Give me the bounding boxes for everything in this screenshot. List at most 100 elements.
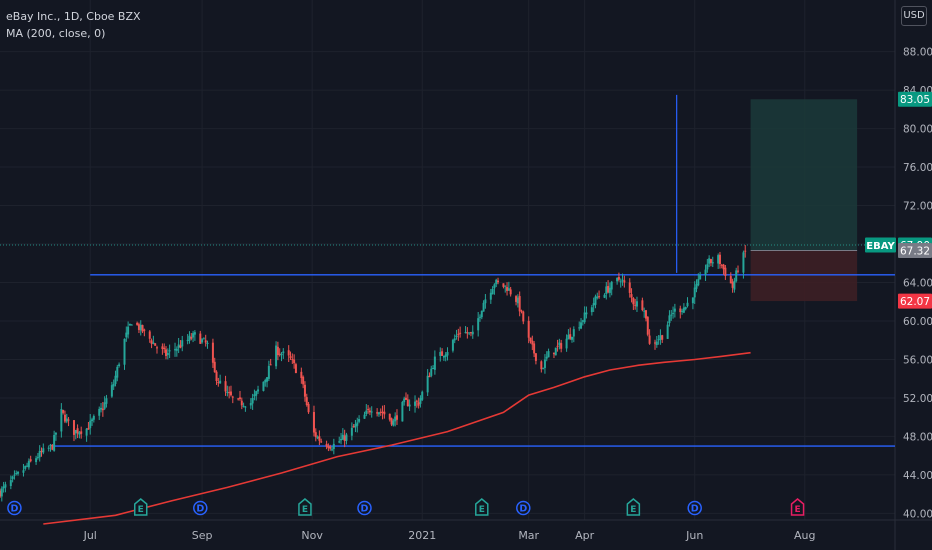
candle-body — [345, 434, 348, 441]
candle-body — [417, 402, 420, 406]
candle-body — [497, 280, 500, 283]
candle-body — [85, 428, 88, 436]
candle-body — [0, 488, 3, 497]
candle-body — [166, 352, 169, 356]
candle-body — [543, 359, 546, 368]
candle-body — [414, 401, 417, 406]
candle-body — [91, 419, 94, 422]
candle-body — [735, 270, 738, 282]
candle-body — [267, 365, 270, 379]
candle-body — [114, 375, 117, 384]
candle-body — [552, 352, 555, 355]
candle-body — [558, 342, 561, 346]
candle-body — [433, 356, 436, 370]
price-label-box — [898, 91, 932, 107]
price-label-box — [898, 293, 932, 309]
candle-body — [682, 307, 685, 313]
candle-body — [367, 408, 370, 410]
candle-body — [731, 281, 734, 288]
earnings-marker[interactable] — [133, 498, 148, 516]
dividend-marker[interactable] — [357, 500, 372, 516]
candle-body — [581, 320, 584, 322]
candle-body — [340, 438, 343, 441]
target-zone[interactable] — [750, 99, 858, 251]
dividend-marker[interactable] — [193, 500, 208, 516]
candle-body — [693, 287, 696, 298]
candle-body — [471, 331, 474, 335]
candle-body — [354, 424, 357, 428]
candle-body — [482, 302, 485, 312]
candle-body — [567, 334, 570, 340]
x-tick-label: Mar — [518, 529, 539, 542]
candle-body — [152, 342, 155, 344]
dividend-marker[interactable] — [7, 500, 22, 516]
candle-body — [137, 324, 140, 330]
candle-body — [325, 443, 328, 447]
candle-body — [2, 486, 5, 489]
candle-body — [199, 333, 202, 344]
indicator-label[interactable]: MA (200, close, 0) — [6, 27, 106, 40]
candle-body — [583, 312, 586, 323]
earnings-marker[interactable] — [790, 498, 805, 516]
candle-body — [35, 458, 38, 463]
candle-body — [704, 269, 707, 276]
y-tick-label: 56.00 — [903, 354, 932, 366]
earnings-marker-label: E — [479, 505, 485, 515]
candle-body — [13, 474, 16, 476]
candle-body — [193, 332, 196, 335]
candle-body — [15, 473, 18, 475]
candle-body — [206, 342, 209, 344]
candle-body — [356, 422, 359, 426]
candle-body — [569, 334, 572, 339]
candle-body — [27, 460, 30, 468]
candle-body — [36, 457, 39, 459]
y-tick-label: 80.00 — [903, 124, 932, 136]
candle-body — [421, 391, 424, 400]
candle-body — [112, 383, 115, 387]
candle-body — [289, 356, 292, 358]
symbol-tag-box — [865, 237, 896, 253]
dividend-marker-label: D — [691, 504, 699, 515]
price-label-text: 83.05 — [900, 94, 930, 106]
candle-body — [477, 318, 480, 331]
earnings-marker[interactable] — [298, 498, 312, 516]
candle-body — [4, 484, 7, 488]
candle-body — [531, 340, 534, 345]
candle-body — [542, 368, 545, 370]
candle-body — [459, 332, 462, 334]
candle-body — [237, 398, 240, 400]
candle-body — [305, 397, 308, 406]
candle-body — [697, 279, 700, 286]
candle-body — [276, 346, 279, 356]
candle-body — [699, 275, 702, 280]
candle-body — [430, 368, 433, 376]
dividend-marker[interactable] — [687, 500, 702, 516]
moving-average-line[interactable] — [43, 351, 751, 525]
candle-body — [554, 347, 557, 356]
earnings-marker[interactable] — [475, 498, 489, 516]
earnings-marker[interactable] — [626, 498, 641, 516]
candle-body — [439, 351, 442, 356]
candle-body — [240, 400, 243, 406]
currency-button[interactable]: USD — [901, 6, 927, 26]
candle-body — [572, 329, 575, 337]
candle-body — [42, 448, 45, 453]
y-tick-label: 60.00 — [903, 316, 932, 328]
candle-body — [242, 405, 245, 407]
candle-body — [590, 307, 593, 313]
candle-body — [383, 411, 386, 415]
candle-body — [231, 396, 234, 398]
candle-body — [706, 264, 709, 270]
stop-zone[interactable] — [750, 250, 858, 302]
candle-body — [668, 315, 671, 324]
candle-body — [515, 296, 518, 302]
candle-body — [673, 308, 676, 312]
candle-body — [293, 359, 296, 364]
candle-body — [691, 297, 694, 304]
dividend-marker[interactable] — [516, 500, 531, 516]
candle-body — [103, 402, 106, 409]
symbol-title[interactable]: eBay Inc., 1D, Cboe BZX — [6, 10, 141, 23]
candle-body — [388, 413, 391, 420]
candle-body — [415, 400, 418, 402]
